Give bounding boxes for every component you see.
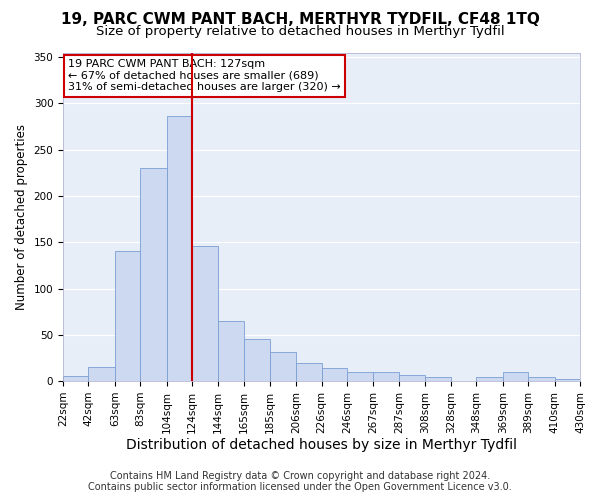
Bar xyxy=(115,250,140,381)
Bar xyxy=(322,368,347,381)
Bar xyxy=(554,379,580,381)
Bar xyxy=(528,378,554,381)
Bar xyxy=(296,362,322,381)
Bar xyxy=(63,376,88,381)
Bar xyxy=(503,372,528,381)
Bar xyxy=(218,321,244,381)
Text: 19, PARC CWM PANT BACH, MERTHYR TYDFIL, CF48 1TQ: 19, PARC CWM PANT BACH, MERTHYR TYDFIL, … xyxy=(61,12,539,28)
Bar xyxy=(269,352,296,381)
Bar xyxy=(373,372,399,381)
Bar xyxy=(88,367,115,381)
Y-axis label: Number of detached properties: Number of detached properties xyxy=(15,124,28,310)
Bar xyxy=(347,372,373,381)
Bar xyxy=(244,340,269,381)
Bar xyxy=(192,246,218,381)
Bar xyxy=(167,116,192,381)
Text: Size of property relative to detached houses in Merthyr Tydfil: Size of property relative to detached ho… xyxy=(95,25,505,38)
Bar xyxy=(476,378,503,381)
Bar xyxy=(425,378,451,381)
Text: 19 PARC CWM PANT BACH: 127sqm
← 67% of detached houses are smaller (689)
31% of : 19 PARC CWM PANT BACH: 127sqm ← 67% of d… xyxy=(68,59,341,92)
Bar xyxy=(140,168,167,381)
X-axis label: Distribution of detached houses by size in Merthyr Tydfil: Distribution of detached houses by size … xyxy=(126,438,517,452)
Bar xyxy=(399,374,425,381)
Text: Contains HM Land Registry data © Crown copyright and database right 2024.
Contai: Contains HM Land Registry data © Crown c… xyxy=(88,471,512,492)
